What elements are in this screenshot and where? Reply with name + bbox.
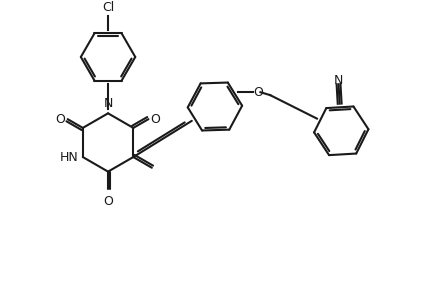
- Text: HN: HN: [60, 151, 79, 164]
- Text: N: N: [334, 74, 343, 87]
- Text: O: O: [55, 113, 65, 126]
- Text: Cl: Cl: [102, 1, 114, 14]
- Text: O: O: [150, 113, 160, 126]
- Text: N: N: [104, 97, 113, 110]
- Text: O: O: [253, 86, 264, 99]
- Text: O: O: [103, 195, 113, 208]
